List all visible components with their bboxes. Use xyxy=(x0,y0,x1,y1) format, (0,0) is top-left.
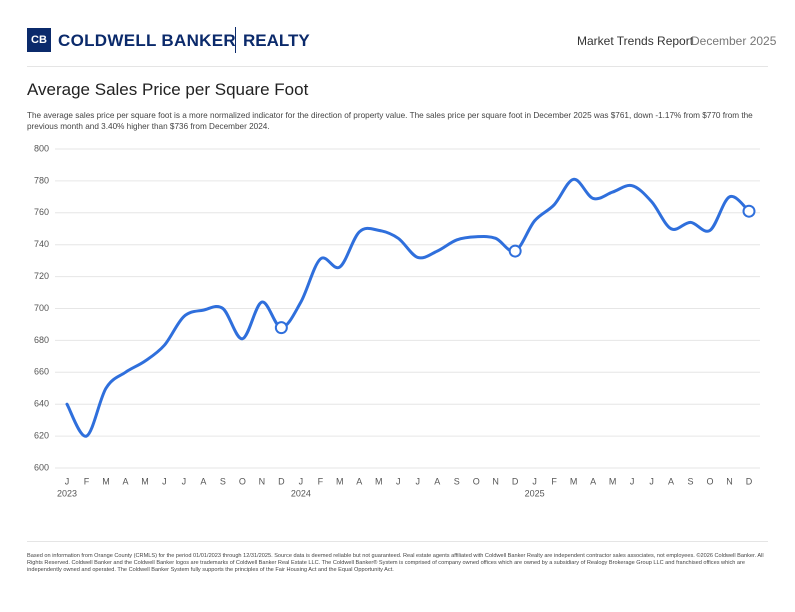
x-tick-label: F xyxy=(318,476,324,486)
y-tick-label: 740 xyxy=(34,239,49,249)
x-tick-label: M xyxy=(375,476,383,486)
x-tick-label: J xyxy=(65,476,70,486)
x-tick-label: N xyxy=(259,476,266,486)
y-tick-label: 760 xyxy=(34,207,49,217)
x-tick-label: D xyxy=(512,476,519,486)
x-tick-label: O xyxy=(707,476,714,486)
x-tick-label: J xyxy=(649,476,654,486)
x-tick-label: M xyxy=(609,476,617,486)
x-tick-label: J xyxy=(396,476,401,486)
x-tick-label: J xyxy=(532,476,537,486)
report-name: Market Trends Report xyxy=(577,34,694,48)
y-tick-label: 620 xyxy=(34,430,49,440)
point-marker xyxy=(508,244,522,258)
y-tick-label: 660 xyxy=(34,367,49,377)
year-label: 2025 xyxy=(525,488,545,498)
x-tick-label: F xyxy=(551,476,557,486)
y-tick-label: 640 xyxy=(34,399,49,409)
chart-subtitle: The average sales price per square foot … xyxy=(27,111,753,131)
x-tick-label: M xyxy=(102,476,110,486)
x-tick-label: J xyxy=(162,476,167,486)
x-tick-label: N xyxy=(492,476,499,486)
point-marker xyxy=(742,204,756,218)
x-tick-label: S xyxy=(220,476,226,486)
line xyxy=(65,177,751,438)
header-rule xyxy=(27,66,768,67)
year-label: 2023 xyxy=(57,488,77,498)
x-tick-label: F xyxy=(84,476,90,486)
x-tick-label: O xyxy=(239,476,246,486)
x-tick-label: S xyxy=(688,476,694,486)
year-label: 2024 xyxy=(291,488,311,498)
y-tick-label: 700 xyxy=(34,303,49,313)
y-tick-label: 680 xyxy=(34,335,49,345)
x-tick-label: M xyxy=(570,476,578,486)
x-tick-label: A xyxy=(668,476,674,486)
x-tick-label: J xyxy=(630,476,635,486)
y-tick-label: 600 xyxy=(34,462,49,472)
x-tick-label: O xyxy=(473,476,480,486)
x-tick-label: S xyxy=(454,476,460,486)
brand: COLDWELL BANKER xyxy=(58,31,236,50)
x-tick-label: A xyxy=(434,476,440,486)
x-tick-label: J xyxy=(182,476,187,486)
report-date: December 2025 xyxy=(691,34,777,48)
x-tick-label: M xyxy=(141,476,149,486)
x-tick-label: A xyxy=(590,476,596,486)
chart-title: Average Sales Price per Square Foot xyxy=(27,80,309,99)
brand-divider xyxy=(235,27,236,53)
point-marker xyxy=(274,321,288,335)
x-tick-label: A xyxy=(356,476,362,486)
brand-suffix: REALTY xyxy=(243,31,310,50)
x-tick-label: A xyxy=(122,476,128,486)
x-tick-label: N xyxy=(726,476,733,486)
x-tick-label: D xyxy=(746,476,753,486)
x-tick-label: A xyxy=(200,476,206,486)
x-tick-label: J xyxy=(415,476,420,486)
y-tick-label: 720 xyxy=(34,271,49,281)
x-tick-label: J xyxy=(299,476,304,486)
x-tick-label: M xyxy=(336,476,344,486)
logo-mark: CB xyxy=(27,28,51,52)
y-tick-label: 800 xyxy=(34,143,49,153)
x-tick-label: D xyxy=(278,476,285,486)
y-tick-label: 780 xyxy=(34,175,49,185)
chart: 600 620 640 660 680 700 720 740 760 780 800 J F M A M J J… xyxy=(34,143,760,498)
footer-rule xyxy=(27,541,768,542)
footer: Based on information from Orange County … xyxy=(27,553,764,573)
